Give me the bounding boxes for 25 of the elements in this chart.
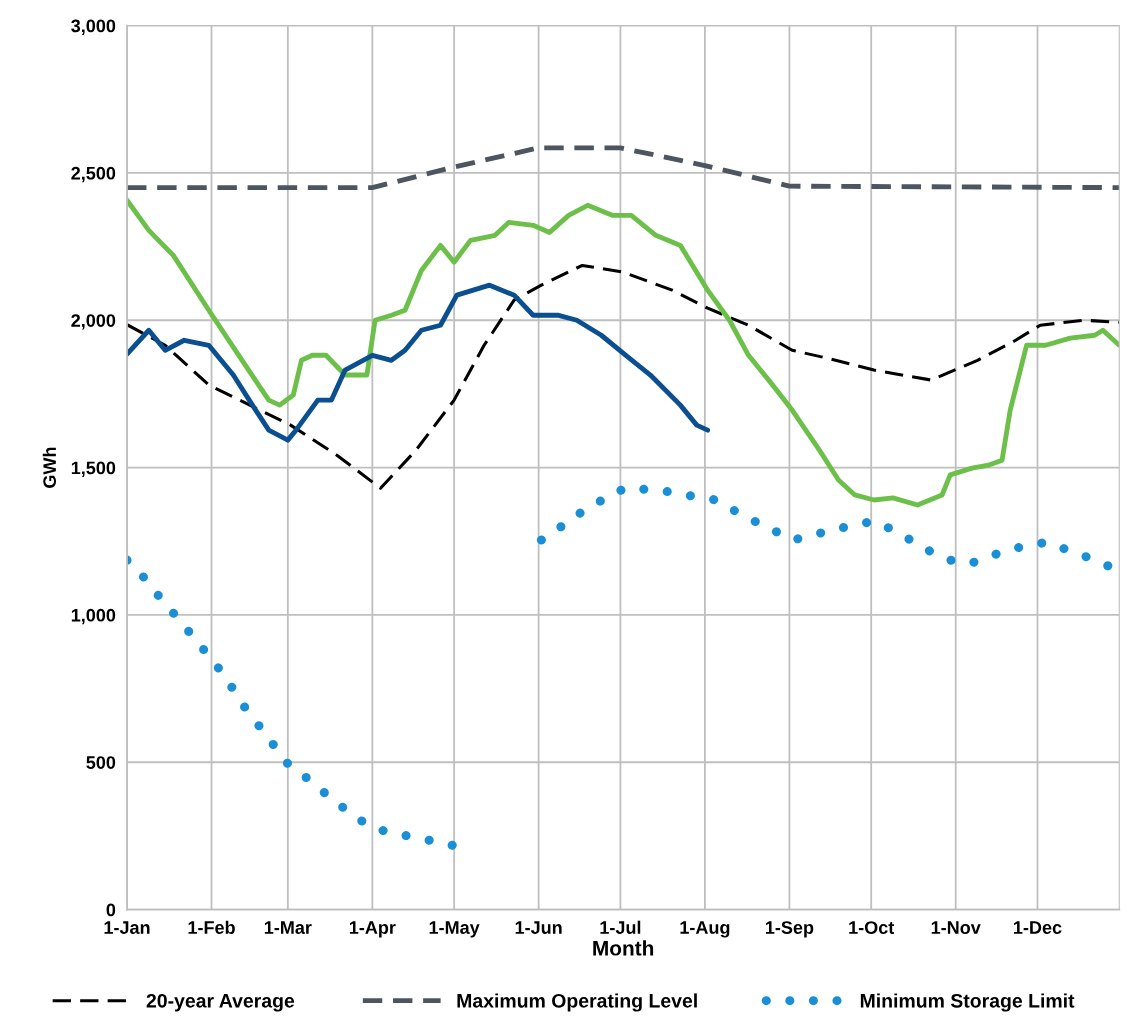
y-tick-label: 3,000 — [71, 19, 116, 35]
x-tick-label: 1-Apr — [349, 921, 396, 938]
y-tick-label: 2,500 — [71, 166, 116, 183]
x-tick-label: 1-Aug — [680, 921, 730, 938]
line-series — [127, 282, 711, 443]
y-tick-label: 2,000 — [71, 314, 116, 330]
x-tick-label: 1-Dec — [1014, 921, 1062, 934]
x-tick-label: 1-Mar — [264, 921, 312, 934]
y-tick-label: 500 — [86, 756, 116, 769]
legend-label: 20-year Average — [146, 993, 295, 1012]
legend-label: Minimum Storage Limit — [860, 993, 1075, 1012]
x-axis-title: Month — [593, 940, 654, 956]
legend-label: Maximum Operating Level — [457, 993, 697, 1012]
x-tick-label: 1-Jan — [104, 921, 150, 934]
y-tick-label: 1,500 — [71, 461, 116, 477]
y-tick-label: 0 — [106, 903, 116, 917]
x-tick-label: 1-Jun — [515, 921, 562, 934]
x-tick-label: 1-Sep — [765, 921, 814, 938]
x-tick-label: 1-Oct — [849, 921, 895, 934]
y-axis-title: GWh — [42, 447, 57, 488]
x-tick-label: 1-Jul — [600, 920, 641, 934]
x-tick-label: 1-May — [429, 921, 480, 938]
x-tick-label: 1-Nov — [931, 921, 981, 934]
y-tick-label: 1,000 — [71, 608, 116, 625]
x-tick-label: 1-Feb — [188, 920, 235, 934]
